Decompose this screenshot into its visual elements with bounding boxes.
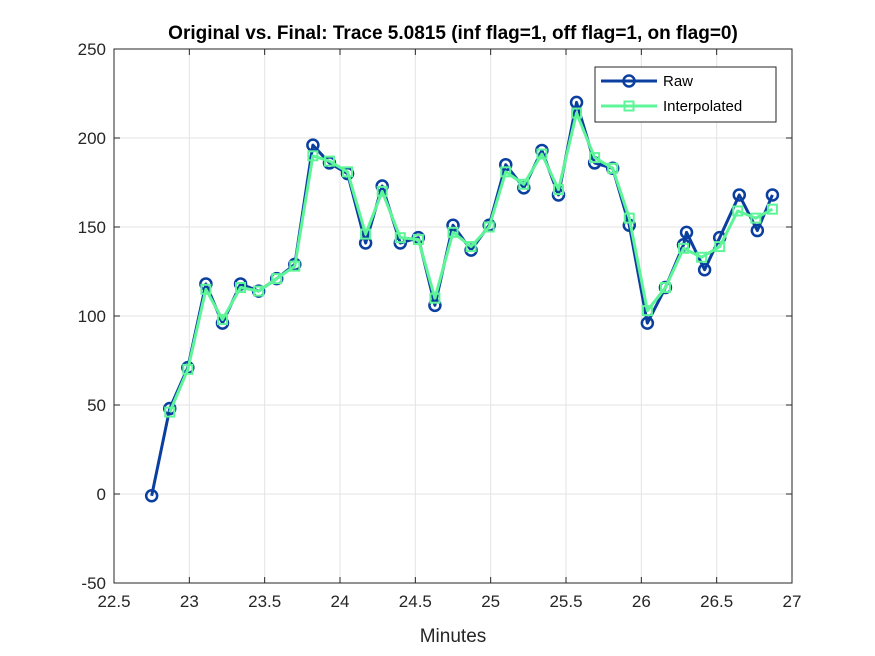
legend-marker-interpolated xyxy=(623,100,635,112)
series-line-interpolated xyxy=(168,111,774,413)
data-point xyxy=(216,314,228,326)
data-point xyxy=(376,185,388,197)
data-point xyxy=(323,155,335,167)
data-point xyxy=(360,228,372,240)
data-point xyxy=(200,283,212,295)
x-tick-label: 26.5 xyxy=(700,592,733,611)
series-interpolated xyxy=(164,107,778,418)
x-tick-label: 22.5 xyxy=(97,592,130,611)
data-point xyxy=(182,363,194,375)
x-tick-label: 25.5 xyxy=(549,592,582,611)
x-tick-label: 26 xyxy=(632,592,651,611)
data-point xyxy=(271,273,283,285)
data-point xyxy=(659,282,671,294)
y-tick-label: 100 xyxy=(78,307,106,326)
data-point xyxy=(358,236,373,250)
data-point xyxy=(428,298,442,313)
data-point xyxy=(500,166,512,178)
y-tick-label: 150 xyxy=(78,218,106,237)
data-point xyxy=(697,262,712,277)
data-point xyxy=(732,188,747,202)
data-point xyxy=(447,226,459,238)
legend-label-raw: Raw xyxy=(663,73,693,90)
x-axis-label: Minutes xyxy=(420,626,487,647)
data-point xyxy=(765,188,780,202)
data-point xyxy=(235,282,247,294)
data-point xyxy=(641,305,653,317)
data-point xyxy=(144,489,159,503)
y-tick-label: 50 xyxy=(87,396,106,415)
data-point xyxy=(429,292,441,304)
data-point xyxy=(589,152,601,164)
data-point xyxy=(640,316,655,330)
data-point xyxy=(394,232,406,244)
data-point xyxy=(498,157,513,172)
x-tick-label: 24 xyxy=(331,592,350,611)
y-tick-label: 0 xyxy=(97,485,106,504)
legend-marker-raw xyxy=(622,74,636,88)
data-point xyxy=(289,260,301,272)
series-layer xyxy=(144,95,780,503)
x-tick-label: 27 xyxy=(783,592,802,611)
data-point xyxy=(750,212,762,224)
x-tick-label: 25 xyxy=(481,592,500,611)
data-point xyxy=(412,233,424,245)
x-tick-label: 23 xyxy=(180,592,199,611)
x-tick-label: 23.5 xyxy=(248,592,281,611)
data-point xyxy=(679,225,694,240)
data-point xyxy=(518,178,530,190)
data-point xyxy=(483,221,495,233)
legend: Raw Interpolated xyxy=(594,66,777,123)
data-point xyxy=(465,241,477,253)
data-point xyxy=(696,251,708,263)
data-point xyxy=(607,162,619,174)
data-point xyxy=(253,285,265,297)
data-point xyxy=(571,107,583,119)
ticks: 22.5 23 23.5 24 24.5 25 25.5 26 26.5 27 -50 0 50 100 1… xyxy=(78,40,802,611)
plot-area: 22.5 23 23.5 24 24.5 25 25.5 26 26.5 27 -50 0 50 100 1… xyxy=(78,40,802,611)
data-point xyxy=(552,184,564,196)
data-point xyxy=(678,242,690,254)
data-point xyxy=(446,218,460,232)
chart-title: Original vs. Final: Trace 5.0815 (inf fl… xyxy=(168,23,738,44)
data-point xyxy=(766,203,778,215)
y-tick-label: 250 xyxy=(78,40,106,59)
data-point xyxy=(536,148,548,160)
y-tick-label: -50 xyxy=(81,574,106,593)
x-tick-label: 24.5 xyxy=(399,592,432,611)
data-point xyxy=(307,150,319,162)
data-point xyxy=(732,205,744,217)
y-tick-label: 200 xyxy=(78,129,106,148)
legend-label-interpolated: Interpolated xyxy=(663,98,742,115)
data-point xyxy=(342,166,354,178)
data-point xyxy=(714,241,726,253)
data-point xyxy=(750,223,765,238)
data-point xyxy=(623,212,635,224)
data-point xyxy=(164,406,176,418)
